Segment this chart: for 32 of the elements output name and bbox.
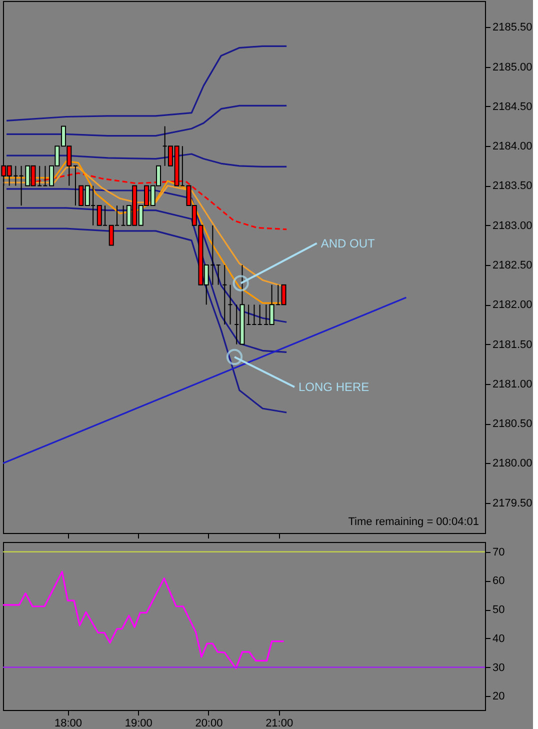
annotation: Time remaining = 00:04:01 [348, 516, 479, 528]
y-tick-label: 60 [492, 575, 505, 588]
y-tick-label: 2180.50 [492, 418, 532, 430]
annotation: LONG HERE [298, 380, 370, 394]
y-tick-label: 2181.50 [492, 338, 532, 351]
y-tick-label: 2181.00 [492, 378, 532, 390]
y-tick-label: 70 [492, 546, 505, 558]
annotation: AND OUT [320, 236, 376, 250]
y-tick-label: 30 [492, 662, 505, 674]
y-tick-label: 2185.50 [492, 22, 532, 34]
x-tick-label: 21:00 [266, 718, 294, 729]
line-series [6, 228, 288, 414]
y-tick-label: 2184.00 [492, 140, 532, 153]
line-series [6, 188, 288, 323]
y-tick-label: 2179.50 [492, 497, 532, 510]
y-tick-label: 2183.50 [492, 180, 532, 192]
y-tick-label: 2180.00 [492, 458, 532, 470]
line-series [6, 207, 288, 354]
y-tick-label: 40 [492, 632, 505, 645]
y-tick-label: 2185.00 [492, 61, 532, 74]
line-series [3, 570, 285, 670]
x-tick-label: 20:00 [195, 718, 223, 729]
line-series [6, 104, 288, 137]
x-tick-label: 19:00 [124, 718, 152, 729]
y-tick-label: 2183.00 [492, 220, 532, 232]
y-tick-label: 50 [492, 604, 505, 616]
x-tick-label: 18:00 [54, 718, 82, 729]
y-tick-label: 20 [492, 690, 505, 703]
y-tick-label: 2182.50 [492, 260, 532, 272]
y-tick-label: 2184.50 [492, 100, 532, 113]
line-series [6, 45, 288, 122]
y-tick-label: 2182.00 [492, 299, 532, 312]
